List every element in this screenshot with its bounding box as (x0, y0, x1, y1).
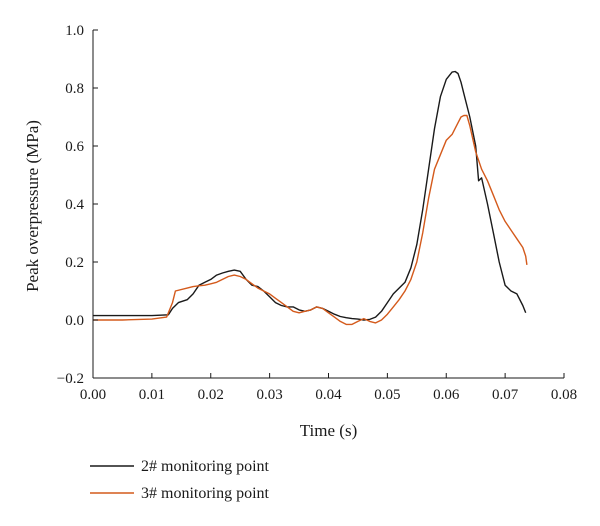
legend-label: 3# monitoring point (141, 485, 270, 502)
y-tick-label: 0.4 (65, 197, 84, 213)
x-tick-label: 0.04 (315, 387, 342, 403)
x-axis-ticks: 0.00 0.01 0.02 0.03 0.04 0.05 0.06 0.07 0.08 (80, 373, 577, 403)
legend-label: 2# monitoring point (141, 458, 270, 475)
y-tick-label: 0.6 (65, 139, 84, 155)
x-tick-label: 0.07 (492, 387, 519, 403)
x-tick-label: 0.03 (257, 387, 283, 403)
series-line-1 (93, 70, 527, 321)
y-tick-label: 0.8 (65, 81, 84, 97)
y-tick-label: 1.0 (65, 23, 84, 39)
x-tick-label: 0.08 (551, 387, 577, 403)
legend: 2# monitoring point 3# monitoring point (90, 458, 270, 502)
x-tick-label: 0.01 (139, 387, 165, 403)
y-axis-title: Peak overpressure (MPa) (23, 120, 42, 292)
y-axis-ticks: −0.2 0.0 0.2 0.4 0.6 0.8 1.0 (57, 23, 98, 387)
y-tick-label: 0.0 (65, 313, 84, 329)
y-tick-label: 0.2 (65, 255, 84, 271)
x-tick-label: 0.00 (80, 387, 106, 403)
x-tick-label: 0.06 (433, 387, 460, 403)
x-tick-label: 0.05 (374, 387, 400, 403)
series-line-2 (93, 114, 528, 326)
x-tick-label: 0.02 (198, 387, 224, 403)
plot-area (93, 70, 528, 326)
axes (92, 30, 564, 379)
x-axis-title: Time (s) (300, 421, 357, 440)
y-tick-label: −0.2 (57, 371, 84, 387)
